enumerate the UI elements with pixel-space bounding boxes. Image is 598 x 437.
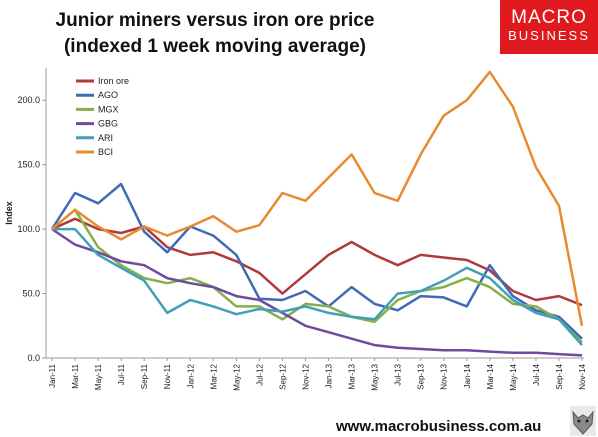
x-tick-label: Jul-14 bbox=[532, 363, 541, 385]
x-tick-label: May-11 bbox=[94, 363, 103, 390]
y-tick-label: 150.0 bbox=[17, 160, 40, 170]
chart-legend: Iron ore AGO MGX GBG ARI BCI bbox=[76, 76, 129, 157]
series-line-mgx bbox=[51, 208, 583, 344]
chart-title-line-1: Junior miners versus iron ore price bbox=[55, 10, 375, 31]
legend-label: GBG bbox=[98, 119, 118, 129]
legend-label: ARI bbox=[98, 133, 113, 143]
footer-url[interactable]: www.macrobusiness.com.au bbox=[336, 418, 542, 435]
macrobusiness-logo: MACRO BUSINESS bbox=[500, 0, 598, 54]
series-line-ago bbox=[50, 182, 583, 340]
series-line-gbg bbox=[51, 228, 583, 357]
chart-axes: 0.0 50.0 100.0 150.0 200.0 Index Jan-11 Mar-11 M… bbox=[4, 68, 587, 391]
y-tick-label: 100.0 bbox=[17, 224, 40, 234]
x-tick-label: Jan-12 bbox=[186, 363, 195, 388]
legend-label: BCI bbox=[98, 147, 113, 157]
x-tick-label: Mar-12 bbox=[209, 363, 218, 389]
series-line-ari bbox=[52, 227, 583, 346]
y-tick-label: 200.0 bbox=[17, 95, 40, 105]
legend-label: Iron ore bbox=[98, 76, 129, 86]
x-tick-label: May-13 bbox=[371, 363, 380, 390]
x-tick-label: Sep-12 bbox=[278, 363, 287, 389]
legend-label: MGX bbox=[98, 104, 119, 114]
x-tick-label: May-14 bbox=[509, 363, 518, 390]
wolf-icon bbox=[570, 406, 596, 436]
logo-line-1: MACRO bbox=[511, 7, 587, 28]
x-tick-label: May-12 bbox=[232, 363, 241, 390]
x-tick-label: Jan-14 bbox=[463, 363, 472, 388]
x-tick-label: Jul-12 bbox=[255, 363, 264, 385]
x-tick-label: Nov-13 bbox=[440, 363, 449, 389]
x-tick-label: Jul-13 bbox=[394, 363, 403, 385]
x-tick-label: Nov-12 bbox=[301, 363, 310, 389]
y-tick-label: 50.0 bbox=[22, 289, 40, 299]
x-tick-label: Mar-11 bbox=[71, 363, 80, 388]
chart-series-lines bbox=[50, 70, 584, 357]
y-tick-label: 0.0 bbox=[27, 353, 40, 363]
x-tick-label: Sep-13 bbox=[417, 363, 426, 389]
x-tick-label: Jan-11 bbox=[48, 363, 57, 387]
series-line-bci bbox=[51, 70, 584, 327]
x-tick-label: Nov-11 bbox=[163, 363, 172, 389]
x-tick-label: Mar-14 bbox=[486, 363, 495, 389]
x-tick-label: Nov-14 bbox=[578, 363, 587, 389]
chart-title-line-2: (indexed 1 week moving average) bbox=[63, 36, 366, 57]
legend-label: AGO bbox=[98, 90, 118, 100]
x-tick-label: Sep-14 bbox=[555, 363, 564, 389]
x-tick-label: Mar-13 bbox=[348, 363, 357, 389]
y-axis-label: Index bbox=[4, 201, 14, 225]
logo-line-2: BUSINESS bbox=[508, 28, 590, 43]
x-tick-label: Jan-13 bbox=[325, 363, 334, 388]
x-tick-label: Sep-11 bbox=[140, 363, 149, 389]
x-tick-label: Jul-11 bbox=[117, 363, 126, 385]
